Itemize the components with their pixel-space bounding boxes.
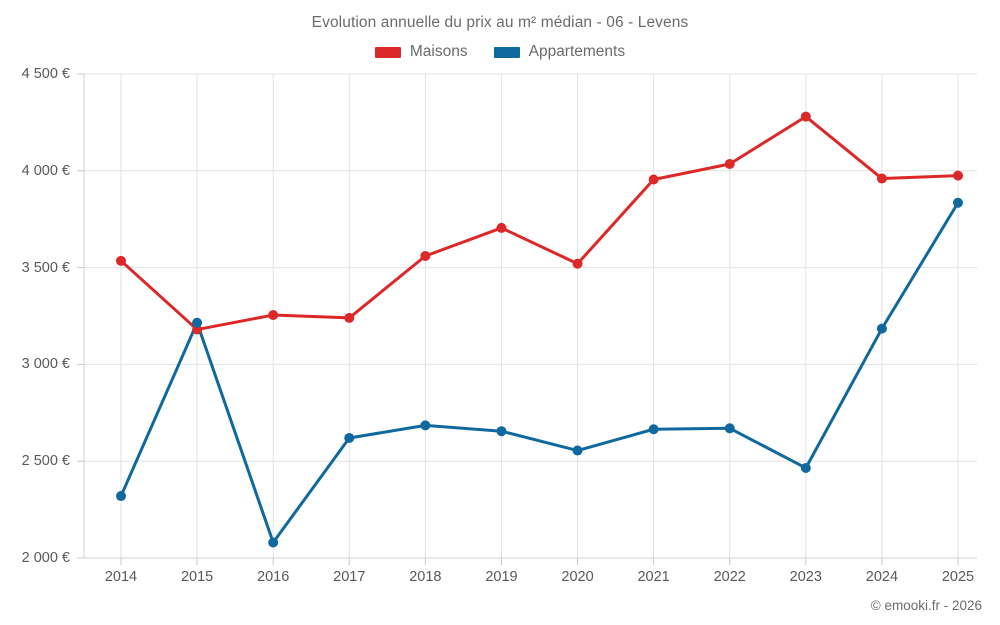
x-axis-tick-label: 2018 [409, 569, 442, 585]
y-axis-tick-label: 2 000 € [21, 550, 70, 566]
y-axis-tick-label: 2 500 € [21, 453, 70, 470]
legend-swatch-icon [374, 46, 401, 58]
x-axis-tick-label: 2021 [637, 569, 670, 585]
legend-item-appartements[interactable]: Appartements [493, 43, 626, 61]
x-axis-tick-label: 2017 [333, 569, 366, 585]
x-axis-tick-label: 2025 [941, 569, 975, 585]
y-axis-tick-label: 3 500 € [21, 259, 70, 276]
y-axis-tick-label: 4 000 € [21, 162, 70, 179]
legend-swatch-icon [493, 46, 520, 58]
y-axis-tick-label: 3 000 € [21, 356, 70, 373]
credit-text: © emooki.fr - 2026 [870, 598, 982, 613]
x-axis-tick-label: 2020 [561, 569, 594, 585]
x-axis-tick-label: 2016 [257, 569, 290, 585]
x-axis-tick-label: 2014 [104, 569, 138, 585]
legend-item-maisons[interactable]: Maisons [374, 43, 468, 61]
legend-label-appartements: Appartements [528, 43, 626, 60]
x-axis-tick-label: 2023 [789, 569, 822, 585]
y-axis-tick-label: 4 500 € [21, 66, 70, 82]
legend-label-maisons: Maisons [409, 43, 468, 60]
x-axis-tick-label: 2015 [180, 569, 214, 585]
x-axis-tick-label: 2022 [713, 569, 746, 585]
chart-title: Evolution annuelle du prix au m² médian … [311, 14, 689, 31]
chart-legend: Maisons Appartements [0, 43, 1000, 61]
x-axis-tick-label: 2019 [485, 569, 518, 585]
x-axis-tick-label: 2024 [865, 569, 899, 585]
